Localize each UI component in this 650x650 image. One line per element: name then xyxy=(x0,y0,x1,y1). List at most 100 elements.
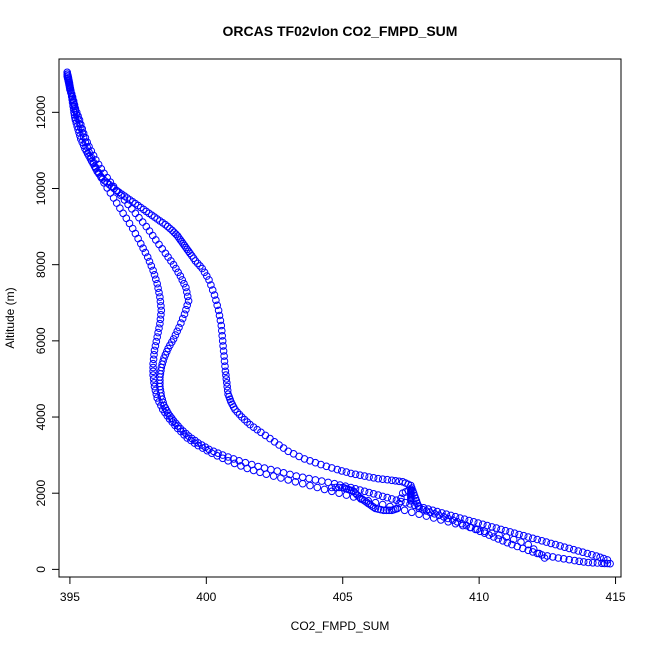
y-tick-label: 6000 xyxy=(34,327,48,354)
data-point xyxy=(388,495,396,503)
data-point xyxy=(183,292,192,301)
data-point xyxy=(138,218,147,226)
data-point xyxy=(215,311,224,320)
data-point xyxy=(219,342,227,350)
data-point xyxy=(177,319,185,327)
data-point xyxy=(533,535,542,544)
data-point xyxy=(166,224,174,233)
data-point xyxy=(565,555,574,564)
data-point xyxy=(85,148,93,157)
data-point xyxy=(224,453,232,461)
data-point xyxy=(256,468,264,477)
data-point xyxy=(67,90,76,98)
data-point xyxy=(488,523,496,531)
y-tick-label: 0 xyxy=(34,566,48,573)
data-point xyxy=(210,291,219,299)
data-point xyxy=(335,489,343,498)
data-point xyxy=(424,505,433,513)
data-point xyxy=(535,549,544,558)
data-point xyxy=(397,497,405,506)
data-point xyxy=(542,538,551,546)
data-point xyxy=(575,557,584,566)
data-point xyxy=(203,272,211,280)
data-point xyxy=(410,501,419,510)
data-point xyxy=(103,179,111,187)
data-point xyxy=(79,133,88,141)
data-point xyxy=(291,478,300,486)
data-point xyxy=(554,554,563,562)
data-point xyxy=(221,362,229,371)
data-point xyxy=(588,551,596,559)
y-axis-label: Altitude (m) xyxy=(3,287,17,348)
data-point xyxy=(83,143,91,151)
data-point xyxy=(139,244,147,252)
data-point xyxy=(559,555,568,563)
data-point xyxy=(328,483,336,492)
data-point xyxy=(365,473,373,481)
data-point xyxy=(519,531,528,540)
data-point xyxy=(186,249,194,258)
data-point xyxy=(131,209,140,218)
data-point xyxy=(178,276,186,284)
data-point xyxy=(592,552,601,560)
data-point xyxy=(128,205,136,213)
data-point xyxy=(150,382,159,391)
data-point xyxy=(529,534,537,543)
data-point xyxy=(489,533,498,541)
data-point xyxy=(208,286,217,294)
data-point xyxy=(65,83,74,91)
x-tick-label: 415 xyxy=(606,590,626,604)
y-tick-label: 4000 xyxy=(34,403,48,430)
data-point xyxy=(223,379,231,387)
data-point xyxy=(163,222,172,231)
data-point xyxy=(378,475,387,484)
data-point xyxy=(74,115,82,124)
data-point xyxy=(422,512,431,520)
data-point xyxy=(569,545,578,554)
data-point xyxy=(331,483,340,492)
data-point xyxy=(583,549,592,558)
data-point xyxy=(155,240,163,249)
data-point xyxy=(480,529,489,538)
data-point xyxy=(198,444,207,452)
data-point xyxy=(75,120,84,128)
x-tick-label: 400 xyxy=(196,590,216,604)
data-point xyxy=(169,417,178,425)
data-point xyxy=(155,324,163,333)
data-point xyxy=(153,279,161,288)
y-tick-label: 10000 xyxy=(34,171,48,205)
x-axis: 395 400 405 410 415 xyxy=(60,576,626,604)
data-point xyxy=(442,510,451,519)
data-point xyxy=(330,479,339,488)
data-point xyxy=(214,306,223,315)
data-point xyxy=(207,281,215,289)
data-point xyxy=(156,293,164,301)
data-point xyxy=(469,518,478,526)
plot-frame xyxy=(58,58,622,578)
data-point xyxy=(474,519,483,527)
data-point xyxy=(377,505,385,514)
data-point xyxy=(193,259,202,268)
data-point xyxy=(149,371,157,379)
data-point xyxy=(501,526,510,535)
x-tick-label: 410 xyxy=(469,590,489,604)
data-point xyxy=(145,227,154,235)
data-point xyxy=(68,93,77,101)
data-point xyxy=(229,455,238,463)
data-point xyxy=(182,305,190,314)
data-point xyxy=(480,527,489,536)
data-point xyxy=(240,415,249,424)
data-point xyxy=(335,483,343,492)
data-point xyxy=(149,363,157,372)
data-point xyxy=(194,439,202,447)
data-point xyxy=(174,268,182,277)
data-point xyxy=(182,243,190,252)
data-point xyxy=(579,548,587,557)
data-point xyxy=(415,502,423,511)
data-point xyxy=(378,500,387,509)
data-point xyxy=(508,540,516,549)
data-point xyxy=(220,357,229,366)
data-point xyxy=(369,503,378,512)
data-point xyxy=(218,451,227,459)
